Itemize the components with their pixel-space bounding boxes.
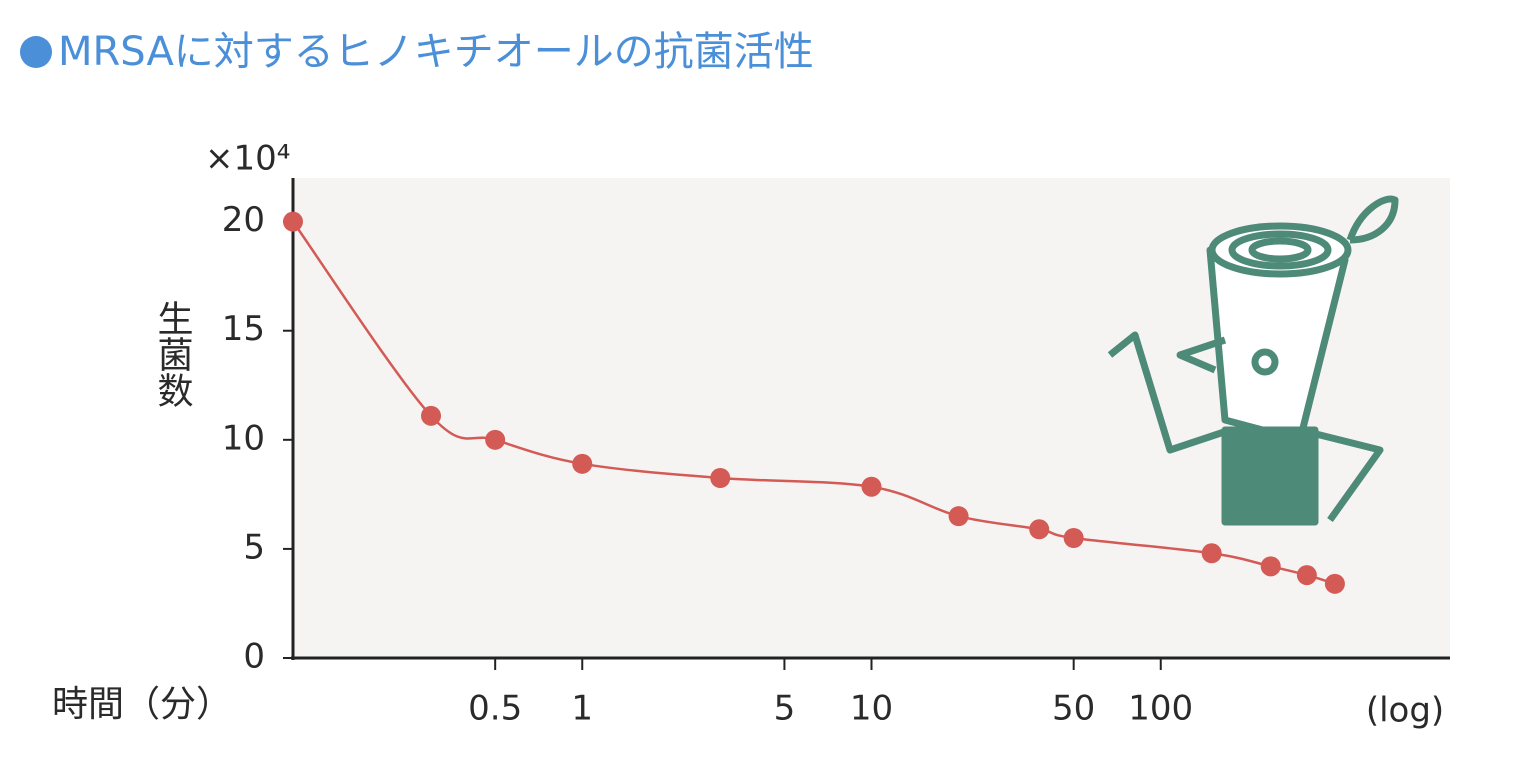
y-tick-label: 0 [243, 637, 265, 677]
y-tick-label: 10 [222, 418, 265, 458]
mascot [1107, 195, 1399, 526]
y-axis-label: 生菌数 [152, 300, 193, 408]
chart-title: MRSAに対するヒノキチオールの抗菌活性 [58, 29, 814, 75]
data-point [861, 476, 882, 497]
x-tick-label: 5 [774, 689, 796, 729]
data-point [1324, 573, 1345, 594]
x-scale-label: (log) [1366, 691, 1444, 731]
x-tick-label: 10 [850, 689, 893, 729]
data-point [948, 506, 969, 527]
data-point [710, 468, 731, 488]
data-point [485, 429, 506, 450]
data-point [1029, 519, 1050, 540]
data-point [421, 405, 442, 426]
data-line [291, 220, 1336, 586]
y-tick-label: 20 [222, 200, 265, 240]
data-point [1296, 565, 1317, 586]
title-bullet [20, 36, 52, 68]
data-point [572, 453, 593, 474]
data-point [1063, 528, 1084, 548]
x-axis-label: 時間（分） [52, 684, 232, 725]
x-tick-label: 50 [1052, 689, 1095, 729]
x-tick-label: 100 [1128, 689, 1193, 729]
y-tick-label: 5 [243, 527, 265, 567]
data-point [1201, 543, 1222, 564]
data-point [1260, 556, 1281, 577]
y-unit: ×10⁴ [205, 139, 290, 179]
data-point [283, 211, 303, 232]
y-tick-label: 15 [222, 309, 265, 349]
x-tick-label: 1 [571, 689, 593, 729]
x-tick-label: 0.5 [468, 689, 522, 729]
